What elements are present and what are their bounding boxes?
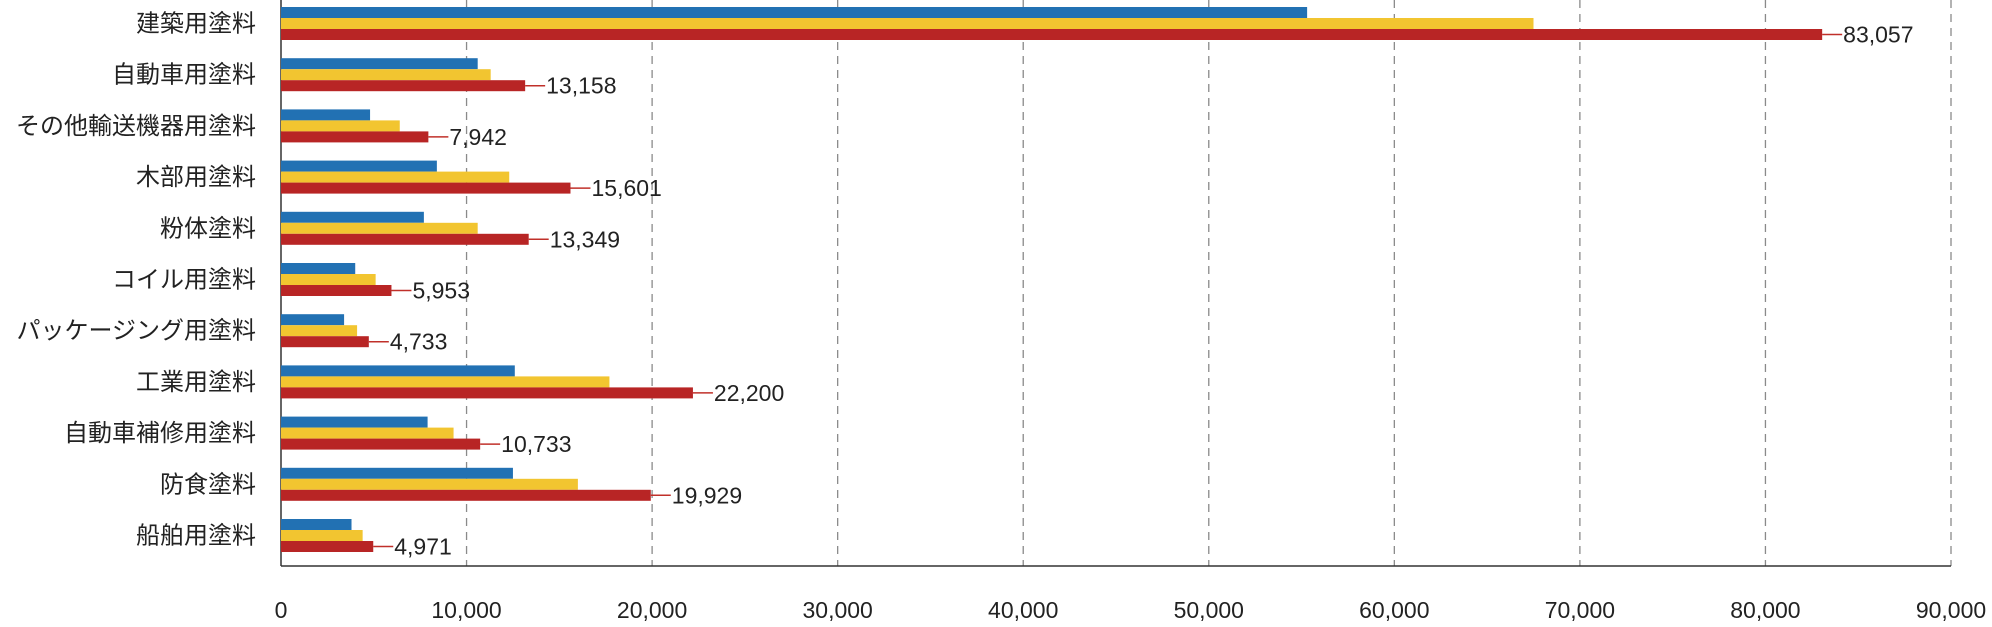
data-label: 13,349 [550,226,620,252]
bar [281,274,376,285]
data-label: 7,942 [449,124,507,150]
bar [281,541,374,552]
bar [281,467,513,479]
bar [281,336,369,348]
x-tick-label: 0 [275,597,288,623]
bar [281,376,610,388]
x-tick-label: 90,000 [1916,597,1986,623]
x-tick-label: 70,000 [1545,597,1615,623]
bar [281,120,400,132]
bar [281,7,1308,18]
data-label: 19,929 [672,482,742,508]
bar [281,222,478,234]
data-label: 4,733 [390,329,448,355]
bar [281,489,651,501]
x-tick-label: 40,000 [988,597,1058,623]
bar [281,58,478,70]
bar [281,263,356,274]
bar [281,365,515,377]
x-tick-label: 80,000 [1730,597,1800,623]
bar [281,427,454,439]
bar [281,519,352,530]
category-label: 建築用塗料 [136,10,256,38]
data-label: 5,953 [412,278,470,304]
bar [281,387,693,399]
category-label: 防食塗料 [160,470,256,498]
x-tick-label: 20,000 [617,597,687,623]
category-label: その他輸送機器用塗料 [16,112,256,140]
x-tick-label: 30,000 [802,597,872,623]
data-label: 15,601 [591,175,661,201]
bar [281,80,526,92]
bar [281,438,481,450]
bar [281,29,1823,40]
x-tick-label: 50,000 [1174,597,1244,623]
category-label: 粉体塗料 [160,214,256,242]
data-label: 10,733 [501,431,571,457]
category-label: 木部用塗料 [136,163,256,191]
category-label: 自動車補修用塗料 [64,419,256,447]
bar [281,478,578,490]
bar [281,416,428,428]
bar [281,109,371,121]
data-label: 13,158 [546,73,616,99]
bar [281,325,358,337]
x-tick-label: 10,000 [431,597,501,623]
bar [281,131,429,143]
bar [281,233,529,245]
bar [281,171,510,183]
data-label: 22,200 [714,380,784,406]
bar [281,69,491,81]
data-label: 83,057 [1843,22,1913,48]
x-tick-label: 60,000 [1359,597,1429,623]
bar [281,182,571,194]
data-label: 4,971 [394,534,452,560]
bar [281,160,437,172]
bar [281,530,363,541]
category-label: 工業用塗料 [136,368,256,396]
category-label: 自動車用塗料 [112,61,256,89]
bar [281,18,1534,29]
bar [281,211,424,223]
bar [281,314,345,326]
category-label: パッケージング用塗料 [16,317,256,345]
bar [281,285,392,296]
category-label: コイル用塗料 [112,266,256,294]
category-label: 船舶用塗料 [136,522,256,550]
